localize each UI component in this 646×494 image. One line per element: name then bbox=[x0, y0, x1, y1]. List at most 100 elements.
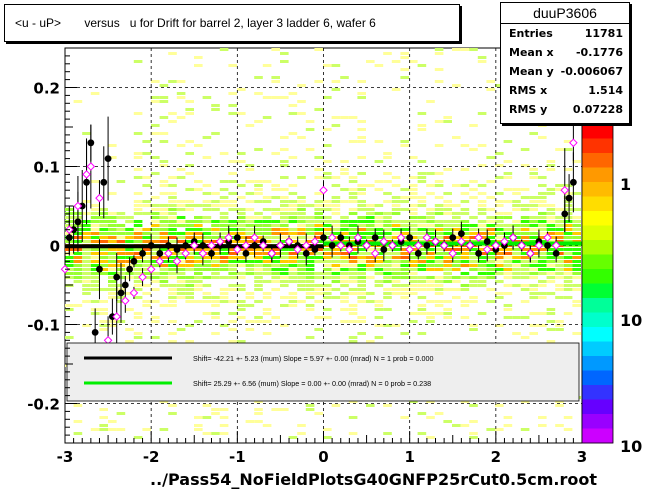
density-cell bbox=[237, 152, 246, 155]
density-cell bbox=[486, 228, 495, 231]
density-cell bbox=[297, 280, 306, 283]
density-cell bbox=[374, 260, 384, 263]
density-cell bbox=[417, 176, 427, 179]
density-cell bbox=[452, 204, 461, 207]
density-cell bbox=[555, 256, 564, 259]
density-cell bbox=[331, 228, 341, 231]
density-cell bbox=[211, 248, 220, 251]
density-cell bbox=[133, 276, 143, 279]
density-cell bbox=[288, 208, 298, 211]
density-cell bbox=[280, 304, 289, 307]
density-cell bbox=[108, 276, 117, 279]
density-cell bbox=[133, 168, 143, 171]
density-cell bbox=[90, 268, 100, 271]
density-cell bbox=[237, 160, 246, 163]
density-cell bbox=[262, 296, 272, 299]
density-cell bbox=[228, 92, 237, 95]
density-cell bbox=[443, 300, 452, 303]
data-point bbox=[439, 241, 449, 250]
density-cell bbox=[271, 152, 280, 155]
density-cell bbox=[219, 424, 229, 427]
density-cell bbox=[176, 268, 186, 271]
density-cell bbox=[460, 252, 470, 255]
density-cell bbox=[185, 248, 194, 251]
stats-label: RMS x bbox=[509, 84, 548, 97]
density-cell bbox=[314, 48, 323, 51]
density-cell bbox=[348, 432, 358, 435]
density-cell bbox=[90, 180, 100, 183]
density-cell bbox=[133, 436, 143, 439]
density-cell bbox=[426, 224, 435, 227]
density-cell bbox=[262, 248, 272, 251]
data-point bbox=[413, 241, 423, 250]
density-cell bbox=[99, 428, 108, 431]
density-cell bbox=[297, 240, 306, 243]
data-point bbox=[406, 234, 414, 242]
density-cell bbox=[159, 160, 169, 163]
data-point bbox=[117, 289, 125, 297]
density-cell bbox=[383, 172, 392, 175]
density-cell bbox=[400, 252, 409, 255]
density-cell bbox=[90, 280, 100, 283]
density-cell bbox=[133, 220, 143, 223]
density-cell bbox=[469, 232, 478, 235]
density-cell bbox=[65, 272, 74, 275]
density-cell bbox=[434, 312, 444, 315]
density-cell bbox=[348, 196, 358, 199]
density-cell bbox=[452, 288, 461, 291]
density-cell bbox=[538, 424, 547, 427]
density-cell bbox=[452, 216, 461, 219]
density-cell bbox=[331, 240, 341, 243]
density-cell bbox=[434, 284, 444, 287]
data-point bbox=[96, 265, 103, 273]
density-cell bbox=[417, 312, 427, 315]
density-cell bbox=[538, 416, 547, 419]
density-cell bbox=[383, 180, 392, 183]
density-cell bbox=[348, 180, 358, 183]
density-cell bbox=[469, 240, 478, 243]
density-cell bbox=[73, 264, 83, 267]
density-cell bbox=[211, 276, 220, 279]
density-cell bbox=[417, 332, 427, 335]
density-cell bbox=[357, 220, 366, 223]
density-cell bbox=[434, 252, 444, 255]
density-cell bbox=[357, 192, 366, 195]
data-point bbox=[181, 249, 190, 258]
density-cell bbox=[555, 260, 564, 263]
density-cell bbox=[245, 168, 255, 171]
density-cell bbox=[271, 272, 280, 275]
density-cell bbox=[142, 176, 151, 179]
density-cell bbox=[340, 272, 349, 275]
density-cell bbox=[460, 48, 470, 51]
density-cell bbox=[99, 224, 108, 227]
density-cell bbox=[305, 304, 315, 307]
density-cell bbox=[271, 236, 280, 239]
density-cell bbox=[348, 256, 358, 259]
density-cell bbox=[194, 268, 203, 271]
density-cell bbox=[82, 300, 91, 303]
density-cell bbox=[280, 220, 289, 223]
density-cell bbox=[563, 232, 573, 235]
data-point bbox=[198, 249, 208, 258]
density-cell bbox=[194, 284, 203, 287]
density-cell bbox=[194, 320, 203, 323]
density-cell bbox=[168, 256, 177, 259]
density-cell bbox=[469, 300, 478, 303]
density-cell bbox=[245, 268, 255, 271]
y-tick-label: 0 bbox=[50, 238, 60, 256]
data-point bbox=[336, 241, 346, 250]
density-cell bbox=[391, 60, 401, 63]
density-cell bbox=[357, 204, 366, 207]
density-cell bbox=[546, 256, 556, 259]
density-cell bbox=[348, 176, 358, 179]
density-cell bbox=[477, 264, 487, 267]
density-cell bbox=[572, 208, 581, 211]
density-cell bbox=[495, 204, 504, 207]
density-cell bbox=[305, 264, 315, 267]
density-cell bbox=[245, 320, 255, 323]
density-cell bbox=[572, 224, 581, 227]
density-cell bbox=[176, 272, 186, 275]
density-cell bbox=[159, 96, 169, 99]
density-cell bbox=[357, 224, 366, 227]
density-cell bbox=[477, 200, 487, 203]
